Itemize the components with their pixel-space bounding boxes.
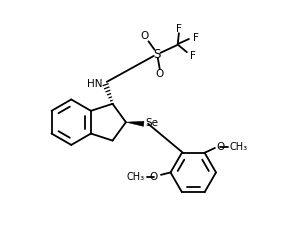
- Text: CH₃: CH₃: [230, 142, 248, 151]
- Text: HN: HN: [87, 79, 103, 89]
- Polygon shape: [126, 121, 144, 126]
- Text: O: O: [217, 142, 225, 151]
- Text: F: F: [190, 51, 195, 61]
- Text: F: F: [193, 33, 199, 44]
- Text: Se: Se: [146, 118, 159, 128]
- Text: O: O: [150, 172, 158, 182]
- Text: O: O: [140, 31, 148, 41]
- Text: F: F: [176, 24, 182, 34]
- Text: O: O: [156, 69, 164, 79]
- Text: S: S: [154, 47, 161, 60]
- Text: CH₃: CH₃: [127, 172, 145, 182]
